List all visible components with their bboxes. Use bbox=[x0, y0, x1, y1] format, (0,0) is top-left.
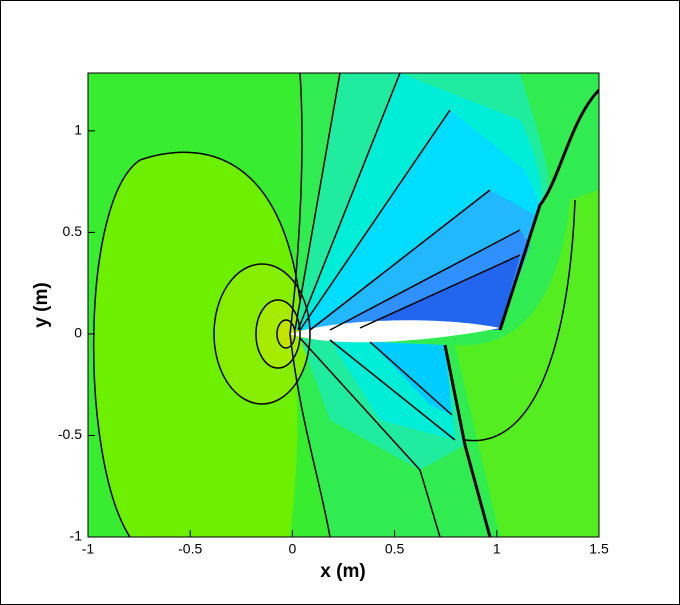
y-axis-label: y (m) bbox=[31, 282, 52, 327]
x-tick-label: 0.5 bbox=[385, 541, 405, 557]
x-tick-label: 0 bbox=[289, 541, 297, 557]
contour-lines bbox=[92, 73, 599, 537]
y-tick-label: -1 bbox=[70, 528, 83, 544]
x-tick-label: -1 bbox=[82, 541, 95, 557]
field-band bbox=[93, 152, 300, 537]
x-tick-label: 1 bbox=[493, 541, 501, 557]
y-tick-label: 0.5 bbox=[63, 223, 83, 239]
x-tick-label: 1.5 bbox=[589, 541, 609, 557]
x-axis-label: x (m) bbox=[320, 561, 365, 582]
plot-border bbox=[87, 72, 600, 538]
y-tick-label: -0.5 bbox=[58, 426, 82, 442]
x-tick-label: -0.5 bbox=[178, 541, 202, 557]
contour-field bbox=[88, 73, 599, 537]
y-tick-label: 1 bbox=[74, 122, 82, 138]
field-band bbox=[455, 190, 599, 537]
airfoil bbox=[290, 320, 500, 343]
y-tick-label: 0 bbox=[74, 325, 82, 341]
